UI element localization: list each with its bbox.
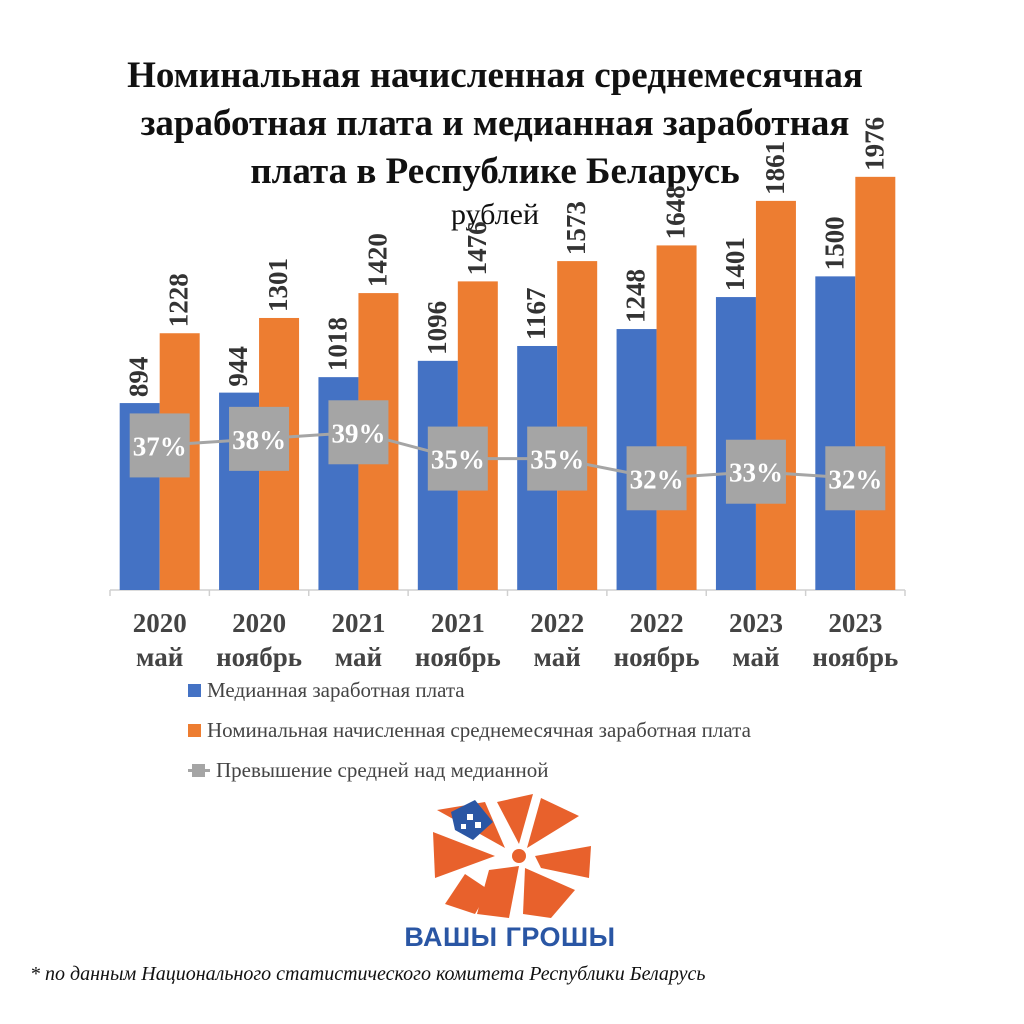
data-label-median: 944 [223, 346, 253, 387]
data-label-excess: 39% [331, 418, 385, 448]
bar-median [815, 276, 856, 590]
legend-swatch-excess [188, 763, 210, 777]
data-label-excess: 32% [630, 464, 684, 494]
chart-plot: 894 1228 2020 май 944 1301 2020 ноябрь 1018 1420 2… [109, 117, 906, 672]
x-tick-label-month: май [335, 642, 382, 672]
chart-title-line-1: Номинальная начисленная среднемесячная [127, 55, 863, 96]
data-label-nominal: 1573 [561, 201, 591, 255]
line-marker-excess [725, 439, 786, 504]
x-tick-label-year: 2022 [630, 608, 684, 638]
chart-title: Номинальная начисленная среднемесячная з… [40, 52, 950, 196]
data-label-excess: 32% [828, 464, 882, 494]
line-marker-excess [825, 446, 886, 511]
data-label-excess: 37% [133, 431, 187, 461]
legend-label-excess: Превышение средней над медианной [216, 758, 549, 782]
data-label-nominal: 1228 [164, 273, 194, 327]
legend-swatch-median [188, 683, 201, 697]
x-tick-label-month: ноябрь [812, 642, 898, 672]
source-footnote: * по данным Национального статистическог… [30, 963, 706, 985]
legend-item-excess: Превышение средней над медианной [188, 758, 548, 782]
line-marker-excess [129, 413, 190, 478]
x-tick-label-month: май [136, 642, 183, 672]
x-tick-label-month: ноябрь [415, 642, 501, 672]
legend-label-median: Медианная заработная плата [207, 678, 465, 702]
chart-title-line-3: плата в Республике Беларусь [250, 151, 740, 192]
chart-title-line-2: заработная плата и медианная заработная [140, 103, 850, 144]
data-label-nominal: 1976 [859, 117, 889, 171]
line-marker-excess [626, 446, 687, 511]
legend-item-median: Медианная заработная плата [188, 678, 465, 702]
bar-nominal [557, 261, 598, 590]
legend-label-nominal: Номинальная начисленная среднемесячная з… [207, 718, 751, 742]
data-label-median: 894 [124, 357, 154, 398]
line-marker-excess [328, 400, 389, 465]
data-label-median: 1248 [621, 269, 651, 323]
x-tick-label-month: ноябрь [216, 642, 302, 672]
x-tick-label-month: ноябрь [614, 642, 700, 672]
data-label-nominal: 1420 [362, 233, 392, 287]
data-label-nominal: 1301 [263, 258, 293, 312]
data-label-excess: 38% [232, 425, 286, 455]
data-label-median: 1018 [322, 317, 352, 371]
x-tick-label-year: 2020 [232, 608, 286, 638]
data-label-median: 1401 [720, 237, 750, 291]
x-tick-label-month: май [534, 642, 581, 672]
line-marker-excess [527, 426, 588, 491]
data-label-excess: 35% [530, 445, 584, 475]
data-label-median: 1500 [819, 216, 849, 270]
line-marker-excess [427, 426, 488, 491]
bar-nominal [855, 176, 896, 590]
data-label-excess: 35% [431, 445, 485, 475]
data-label-median: 1096 [422, 301, 452, 355]
data-label-nominal: 1648 [661, 185, 691, 239]
x-tick-label-year: 2023 [828, 608, 882, 638]
bar-nominal [656, 245, 697, 590]
bar-nominal [755, 200, 796, 590]
x-tick-label-month: май [732, 642, 779, 672]
data-label-nominal: 1476 [462, 221, 492, 275]
x-tick-label-year: 2021 [431, 608, 485, 638]
x-tick-label-year: 2020 [133, 608, 187, 638]
x-tick-label-year: 2021 [331, 608, 385, 638]
x-tick-label-year: 2023 [729, 608, 783, 638]
vashy-groshy-logo [433, 794, 591, 918]
x-tick-label-year: 2022 [530, 608, 584, 638]
data-label-nominal: 1861 [760, 141, 790, 195]
legend-item-nominal: Номинальная начисленная среднемесячная з… [188, 718, 751, 742]
data-label-excess: 33% [729, 458, 783, 488]
line-marker-excess [229, 406, 290, 471]
logo-text: ВАШЫ ГРОШЫ [404, 922, 616, 952]
legend-swatch-nominal [188, 723, 201, 737]
chart-subtitle: рублей [450, 198, 540, 231]
data-label-median: 1167 [521, 287, 551, 340]
